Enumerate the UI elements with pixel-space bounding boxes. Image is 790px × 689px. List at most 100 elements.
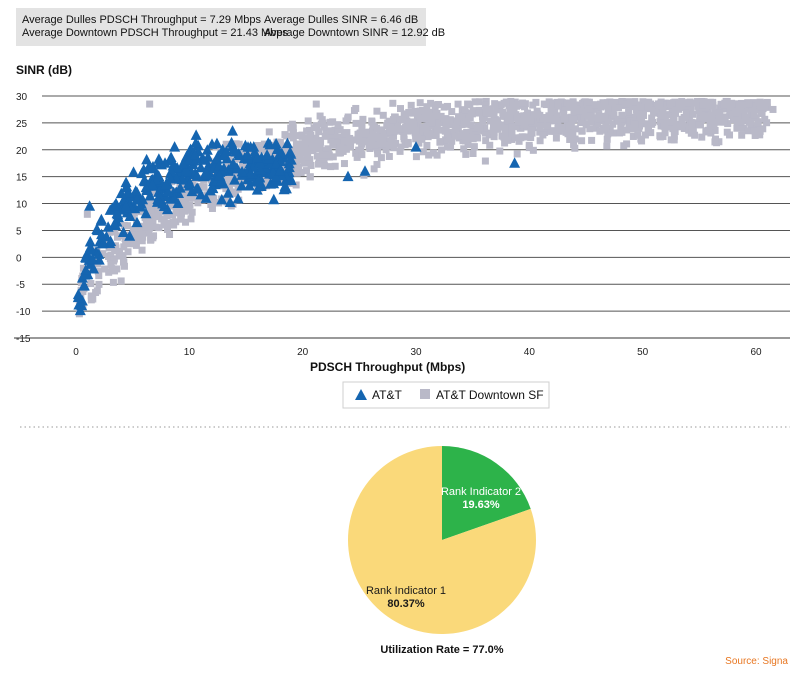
data-point-square (94, 268, 102, 276)
data-point-square (359, 115, 367, 123)
data-point-square (733, 124, 741, 132)
data-point-square (569, 129, 577, 137)
data-point-square (482, 97, 490, 105)
data-point-square (92, 289, 100, 297)
data-point-square (276, 138, 284, 146)
data-point-triangle (140, 207, 152, 219)
data-point-square (442, 115, 450, 123)
data-point-square (571, 144, 579, 152)
data-point-square (152, 223, 160, 231)
data-point-square (667, 136, 675, 144)
data-point-square (596, 127, 604, 135)
data-point-square (739, 124, 747, 132)
data-point-triangle (93, 248, 105, 259)
data-point-square (151, 188, 159, 196)
data-point-square (312, 134, 320, 142)
data-point-square (481, 124, 489, 132)
data-point-square (617, 122, 625, 130)
data-point-square (463, 117, 471, 125)
pie-chart: Rank Indicator 219.63% Rank Indicator 180… (348, 446, 536, 656)
data-point-square (623, 126, 631, 134)
data-point-square (656, 100, 664, 108)
data-point-square (493, 106, 501, 114)
data-point-square (188, 208, 196, 216)
x-tick-label: 40 (524, 347, 536, 358)
data-point-square (552, 134, 560, 142)
data-point-square (407, 109, 415, 117)
data-point-square (289, 129, 297, 137)
data-point-square (523, 111, 531, 119)
data-point-triangle (251, 151, 263, 163)
data-point-square (504, 124, 512, 132)
data-point-square (481, 157, 489, 165)
pie-label-value: 19.63% (462, 499, 500, 511)
data-point-square (644, 126, 652, 134)
data-point-square (736, 101, 744, 109)
data-point-square (698, 133, 706, 141)
data-point-square (728, 99, 736, 107)
data-point-square (110, 256, 118, 264)
data-point-triangle (174, 182, 186, 193)
data-point-square (142, 203, 150, 211)
data-point-square (494, 117, 502, 125)
data-point-triangle (213, 160, 225, 171)
data-point-square (425, 151, 433, 159)
data-point-triangle (72, 291, 84, 303)
data-point-square (715, 138, 723, 146)
data-point-square (182, 218, 190, 226)
data-point-square (600, 124, 608, 132)
data-point-square (336, 143, 344, 151)
data-point-triangle (224, 196, 236, 208)
data-point-square (539, 131, 547, 139)
data-point-square (507, 97, 515, 105)
source-label: Source: Signa (725, 656, 788, 667)
data-point-square (145, 229, 153, 237)
data-point-triangle (98, 237, 110, 248)
data-point-square (597, 103, 605, 111)
data-point-square (177, 215, 185, 223)
data-point-triangle (88, 263, 100, 274)
data-point-square (346, 134, 354, 142)
y-tick-label: 25 (16, 119, 28, 130)
data-point-square (666, 99, 674, 107)
data-point-square (577, 117, 585, 125)
data-point-triangle (213, 169, 225, 181)
data-point-square (315, 144, 323, 152)
data-point-square (536, 137, 544, 145)
data-point-square (718, 116, 726, 124)
data-point-triangle (216, 193, 228, 205)
data-point-square (513, 150, 521, 158)
data-point-square (603, 135, 611, 143)
data-point-triangle (201, 144, 213, 155)
data-point-square (587, 115, 595, 123)
data-point-square (113, 265, 121, 273)
data-point-triangle (141, 153, 153, 165)
data-point-square (331, 126, 339, 134)
data-point-square (734, 117, 742, 125)
data-point-square (511, 98, 519, 106)
data-point-square (686, 98, 694, 106)
data-point-square (291, 164, 299, 172)
data-point-square (254, 142, 262, 150)
data-point-triangle (195, 161, 207, 173)
data-point-square (458, 118, 466, 126)
data-point-square (475, 98, 483, 106)
data-point-square (462, 137, 470, 145)
data-point-square (120, 243, 128, 251)
data-point-square (595, 111, 603, 119)
data-point-square (695, 121, 703, 129)
data-point-square (586, 105, 594, 113)
data-point-square (207, 200, 215, 208)
data-point-square (700, 98, 708, 106)
data-point-triangle (80, 251, 92, 262)
data-point-triangle (243, 180, 255, 191)
data-point-triangle (153, 153, 165, 164)
data-point-square (528, 126, 536, 134)
data-point-square (504, 136, 512, 144)
data-point-triangle (153, 170, 165, 181)
data-point-square (581, 98, 589, 106)
y-tick-label: 0 (16, 253, 22, 264)
data-point-square (139, 233, 147, 241)
data-point-square (601, 112, 609, 120)
data-point-square (352, 119, 360, 127)
